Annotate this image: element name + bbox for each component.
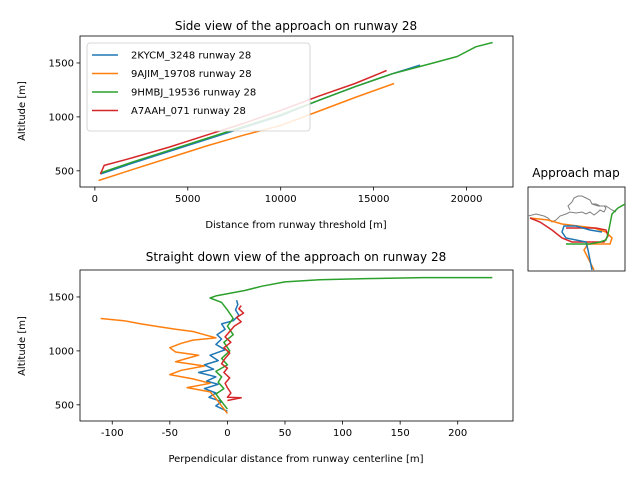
side-view-ylabel: Altitude [m] — [17, 81, 28, 141]
top-down-series-9AJIM_19708 — [100, 317, 228, 414]
top-down-xtick-label: 150 — [391, 428, 410, 439]
top-down-series-9HMBJ_19536 — [209, 276, 493, 410]
top-down-xtick-label: 0 — [224, 428, 230, 439]
side-view-xtick-label: 15000 — [358, 194, 390, 205]
legend-box — [86, 42, 311, 132]
top-down-xlabel: Perpendicular distance from runway cente… — [168, 454, 423, 465]
side-view-ytick-label: 1500 — [49, 58, 74, 69]
top-down-plot-frame — [79, 269, 514, 422]
legend-label-9HMBJ_19536: 9HMBJ_19536 runway 28 — [131, 88, 256, 99]
map-shoreline-east — [591, 203, 617, 213]
top-down-ylabel: Altitude [m] — [17, 316, 28, 376]
side-view-ytick-label: 500 — [55, 166, 74, 177]
top-down-xtick-label: -50 — [162, 428, 178, 439]
side-view-xlabel: Distance from runway threshold [m] — [205, 220, 386, 231]
top-down-ytick-label: 500 — [55, 400, 74, 411]
side-view-series-9HMBJ_19536 — [100, 41, 493, 174]
side-view-title: Side view of the approach on runway 28 — [175, 19, 417, 33]
side-view-xtick-label: 20000 — [451, 194, 483, 205]
top-down-series-2KYCM_3248 — [197, 299, 240, 412]
legend-label-9AJIM_19708: 9AJIM_19708 runway 28 — [131, 69, 252, 80]
map-track-9AJIM_19708 — [529, 217, 613, 271]
side-view-ytick-label: 1000 — [49, 112, 74, 123]
legend-label-2KYCM_3248: 2KYCM_3248 runway 28 — [131, 51, 251, 62]
top-down-xtick-label: 200 — [448, 428, 467, 439]
top-down-ytick-label: 1000 — [49, 346, 74, 357]
map-track-2KYCM_3248 — [561, 225, 603, 271]
top-down-xtick-label: 100 — [333, 428, 352, 439]
side-view-chart: Side view of the approach on runway 28 0… — [17, 19, 514, 231]
top-down-title: Straight down view of the approach on ru… — [146, 250, 446, 264]
approach-map-frame — [527, 186, 626, 272]
top-down-ytick-label: 1500 — [49, 292, 74, 303]
approach-map-title: Approach map — [532, 166, 620, 180]
top-down-xtick-label: -100 — [101, 428, 124, 439]
top-down-xtick-label: 50 — [279, 428, 292, 439]
top-down-chart: Straight down view of the approach on ru… — [17, 250, 514, 465]
side-view-xtick-label: 0 — [92, 194, 98, 205]
side-view-xtick-label: 5000 — [175, 194, 200, 205]
map-track-9HMBJ_19536 — [566, 203, 625, 245]
top-down-series-A7AAH_071 — [220, 305, 245, 402]
side-view-xtick-label: 10000 — [265, 194, 297, 205]
side-view-plot-frame — [79, 35, 514, 188]
legend-label-A7AAH_071: A7AAH_071 runway 28 — [131, 106, 246, 117]
side-view-series-9AJIM_19708 — [98, 82, 395, 182]
map-shoreline — [528, 195, 607, 223]
legend: 2KYCM_3248 runway 28 9AJIM_19708 runway 2… — [86, 42, 311, 132]
approach-map: Approach map — [527, 166, 626, 272]
